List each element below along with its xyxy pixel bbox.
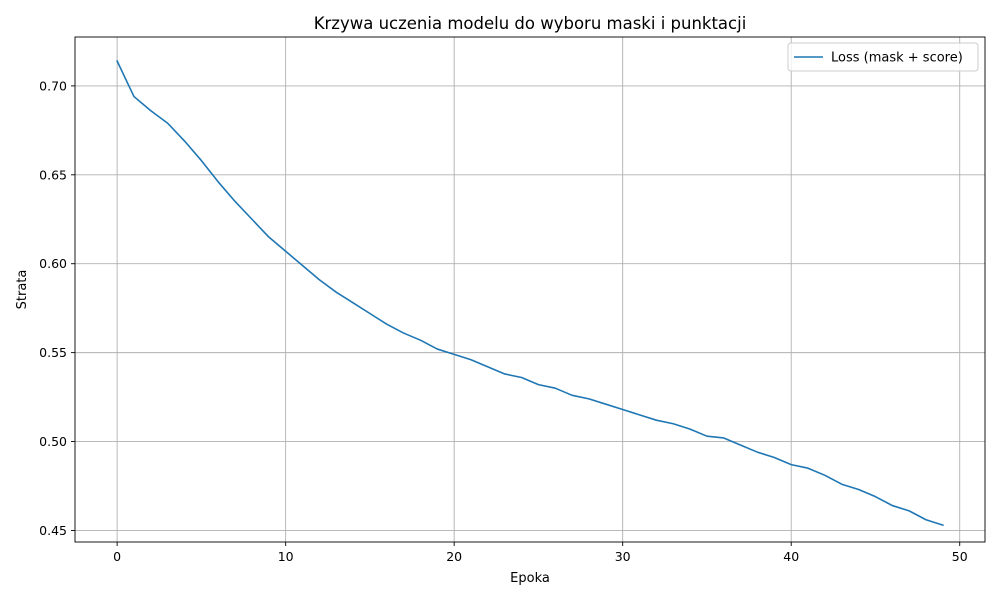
y-tick-label: 0.45 (39, 523, 67, 538)
x-tick-label: 50 (952, 549, 968, 564)
y-tick-label: 0.65 (39, 167, 67, 182)
y-tick-label: 0.70 (39, 78, 67, 93)
legend-box (787, 42, 979, 72)
x-tick-label: 10 (278, 549, 294, 564)
chart-title: Krzywa uczenia modelu do wyboru maski i … (314, 14, 747, 33)
y-axis-label: Strata (15, 270, 30, 310)
plot-frame (74, 36, 986, 543)
x-tick-label: 0 (113, 549, 121, 564)
y-tick-label: 0.60 (39, 256, 67, 271)
grid-layer (75, 37, 985, 542)
y-tick-label: 0.50 (39, 434, 67, 449)
legend-label: Loss (mask + score) (831, 51, 963, 66)
series-line-0 (116, 59, 944, 527)
x-tick-label: 30 (615, 549, 631, 564)
tick-layer: 0 10 20 30 40 50 0.45 0.50 0.55 0.60 0.65 0.70 (39, 78, 968, 564)
y-tick-label: 0.55 (39, 345, 67, 360)
series-layer (116, 59, 944, 527)
x-axis-label: Epoka (510, 571, 550, 586)
x-tick-label: 40 (783, 549, 799, 564)
legend: Loss (mask + score) (787, 42, 979, 72)
x-tick-label: 20 (446, 549, 462, 564)
